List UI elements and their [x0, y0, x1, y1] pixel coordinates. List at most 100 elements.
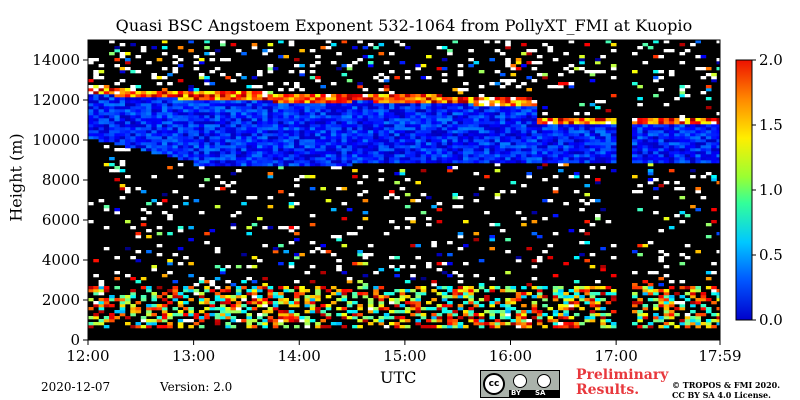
heatmap-cell [183, 157, 189, 161]
heatmap-cell [220, 94, 226, 98]
heatmap-cell [246, 139, 252, 143]
heatmap-cell [579, 58, 585, 62]
heatmap-cell [172, 307, 179, 311]
heatmap-cell [573, 325, 580, 329]
heatmap-cell [716, 118, 720, 122]
heatmap-cell [320, 130, 326, 134]
heatmap-cell [653, 136, 659, 140]
heatmap-cell [499, 304, 506, 308]
heatmap-cell [204, 157, 210, 161]
heatmap-cell [161, 67, 168, 71]
heatmap-cell [161, 112, 168, 116]
heatmap-cell [140, 316, 147, 320]
heatmap-cell [309, 280, 316, 284]
heatmap-cell [410, 244, 416, 248]
heatmap-cell [125, 139, 131, 143]
heatmap-cell [220, 109, 226, 113]
heatmap-cell [230, 160, 237, 164]
heatmap-cell [294, 124, 300, 128]
heatmap-cell [632, 151, 638, 155]
heatmap-cell [294, 238, 300, 242]
heatmap-cell [447, 124, 453, 128]
heatmap-cell [647, 178, 654, 182]
heatmap-cell [114, 316, 120, 320]
heatmap-cell [320, 106, 326, 110]
heatmap-cell [146, 313, 152, 317]
heatmap-cell [426, 265, 432, 269]
heatmap-cell [299, 145, 305, 149]
heatmap-cell [156, 148, 163, 152]
heatmap-cell [378, 295, 385, 299]
heatmap-cell [278, 130, 284, 134]
heatmap-cell [394, 130, 400, 134]
heatmap-cell [695, 139, 701, 143]
heatmap-cell [272, 115, 279, 119]
heatmap-cell [278, 262, 284, 266]
heatmap-cell [642, 142, 649, 146]
heatmap-cell [336, 235, 342, 239]
heatmap-cell [220, 154, 226, 158]
heatmap-cell [674, 325, 680, 329]
heatmap-cell [668, 148, 675, 152]
heatmap-cell [315, 112, 321, 116]
heatmap-cell [251, 46, 258, 50]
heatmap-cell [214, 175, 221, 179]
heatmap-cell [336, 145, 342, 149]
heatmap-cell [241, 133, 247, 137]
heatmap-cell [515, 112, 522, 116]
heatmap-cell [304, 115, 311, 119]
heatmap-cell [88, 58, 94, 62]
heatmap-cell [695, 286, 701, 290]
heatmap-cell [589, 121, 596, 125]
heatmap-cell [241, 106, 247, 110]
heatmap-cell [161, 211, 168, 215]
heatmap-cell [135, 307, 142, 311]
heatmap-cell [220, 148, 226, 152]
heatmap-cell [98, 289, 105, 293]
heatmap-cell [600, 55, 606, 59]
heatmap-cell [436, 160, 443, 164]
heatmap-cell [695, 121, 701, 125]
heatmap-cell [320, 118, 326, 122]
heatmap-cell [705, 271, 712, 275]
heatmap-cell [299, 319, 305, 323]
heatmap-cell [584, 289, 590, 293]
heatmap-cell [447, 304, 453, 308]
heatmap-cell [251, 133, 258, 137]
heatmap-cell [325, 100, 332, 104]
heatmap-cell [468, 295, 474, 299]
heatmap-cell [457, 106, 464, 110]
heatmap-cell [526, 127, 532, 131]
heatmap-cell [399, 94, 406, 98]
heatmap-cell [705, 325, 712, 329]
heatmap-cell [262, 103, 268, 107]
heatmap-cell [251, 256, 258, 260]
heatmap-cell [473, 106, 480, 110]
heatmap-cell [125, 247, 131, 251]
heatmap-cell [452, 166, 458, 170]
heatmap-cell [705, 160, 712, 164]
heatmap-cell [156, 304, 163, 308]
heatmap-cell [700, 154, 707, 158]
heatmap-cell [600, 319, 606, 323]
heatmap-cell [468, 307, 474, 311]
heatmap-cell [294, 292, 300, 296]
heatmap-cell [315, 136, 321, 140]
heatmap-cell [156, 319, 163, 323]
heatmap-cell [140, 139, 147, 143]
heatmap-cell [494, 325, 501, 329]
heatmap-cell [198, 151, 205, 155]
heatmap-cell [558, 163, 564, 167]
heatmap-cell [262, 160, 268, 164]
heatmap-cell [225, 184, 231, 188]
heatmap-cell [294, 85, 300, 89]
heatmap-cell [573, 292, 580, 296]
heatmap-cell [410, 121, 416, 125]
heatmap-cell [690, 154, 696, 158]
heatmap-cell [589, 70, 596, 74]
heatmap-cell [88, 220, 94, 224]
heatmap-cell [632, 52, 638, 56]
heatmap-cell [272, 295, 279, 299]
heatmap-cell [478, 142, 485, 146]
heatmap-cell [114, 88, 120, 92]
